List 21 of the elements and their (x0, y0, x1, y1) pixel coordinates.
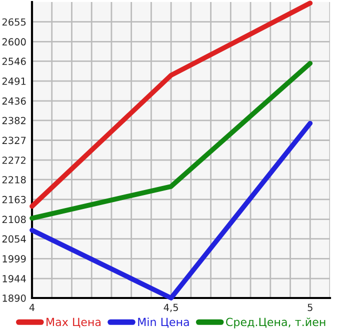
x-tick-label: 4,5 (164, 304, 178, 312)
y-tick-label: 1999 (2, 255, 26, 262)
y-tick-label: 2108 (2, 216, 26, 224)
y-tick-label: 2491 (2, 78, 26, 85)
y-tick-label: 2327 (2, 136, 26, 144)
y-tick-label: 2054 (2, 235, 26, 243)
y-tick-label: 2272 (2, 156, 26, 164)
y-tick-label: 2218 (2, 176, 26, 184)
x-tick-label: 4 (29, 304, 35, 311)
legend-label: Max Цена (46, 318, 101, 328)
y-tick-label: 2382 (2, 116, 26, 124)
y-tick-label: 1890 (2, 294, 26, 302)
legend-label: Сред.Цена, т.йен (226, 318, 326, 328)
y-tick-label: 2436 (2, 97, 26, 105)
legend-label: Min Цена (138, 318, 189, 328)
y-tick-label: 2546 (2, 58, 26, 66)
y-tick-label: 2163 (2, 196, 26, 204)
x-tick-label: 5 (308, 304, 312, 312)
y-tick-label: 1944 (2, 274, 26, 282)
y-tick-label: 2600 (2, 38, 26, 46)
y-tick-label: 2655 (2, 18, 26, 26)
